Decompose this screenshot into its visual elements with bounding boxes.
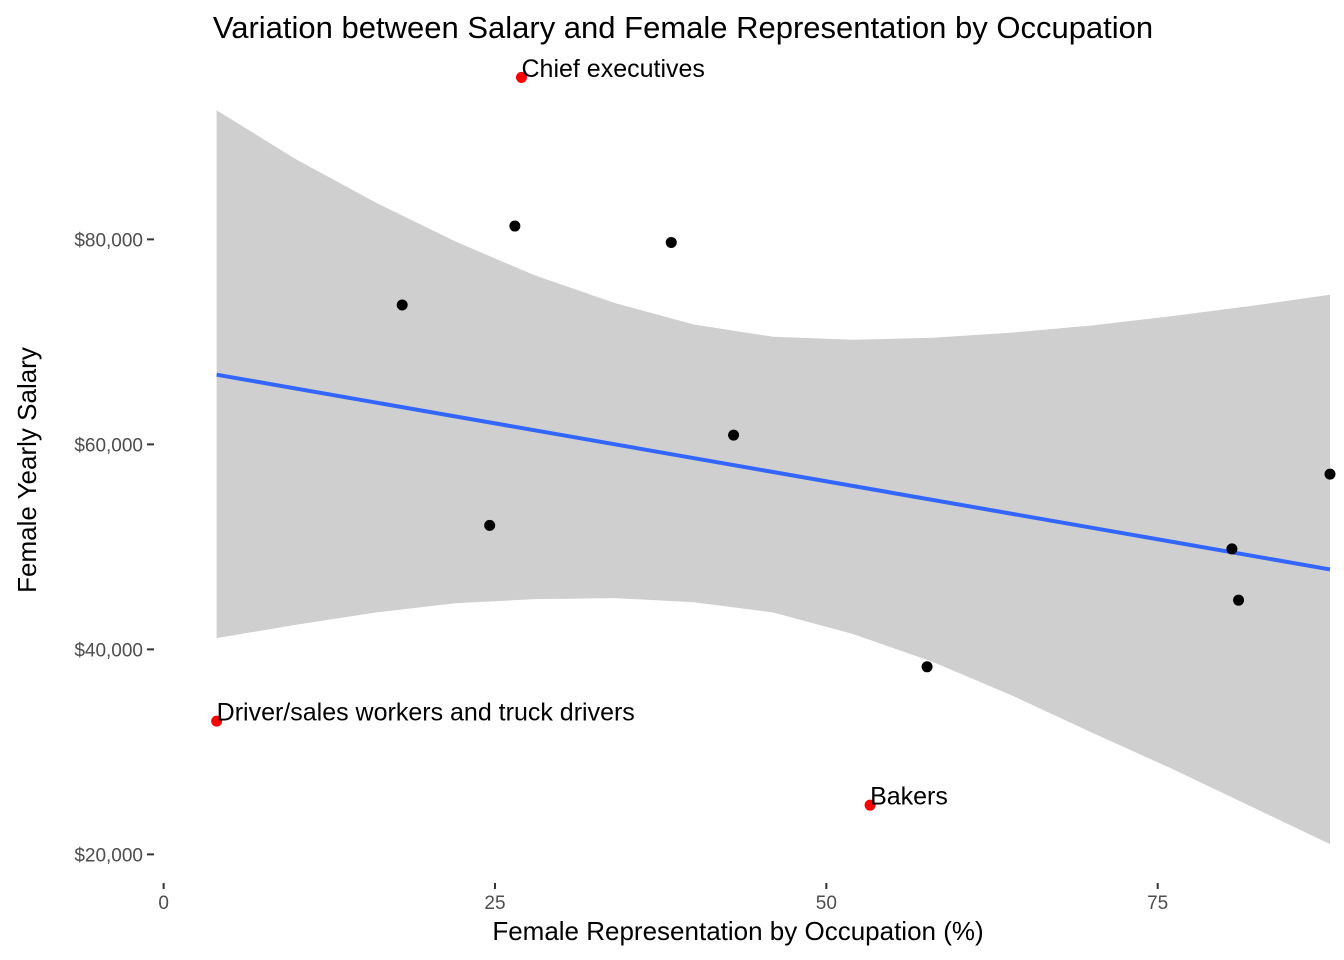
point-labels: Chief executives Driver/sales workers and… [217,55,948,811]
y-tick-label: $80,000 [74,230,143,251]
x-tick-label: 50 [816,893,837,914]
chart-title: Variation between Salary and Female Repr… [213,10,1153,45]
data-point [728,429,740,441]
point-label: Bakers [870,783,948,811]
x-axis: 0 25 50 75 [158,883,1168,914]
point-label: Driver/sales workers and truck drivers [217,699,635,727]
data-point [1226,543,1238,555]
y-axis: $20,000 $40,000 $60,000 $80,000 [74,230,154,866]
data-point [1324,468,1336,480]
data-point [484,519,496,531]
highlighted-data-point [515,71,527,83]
data-point [396,299,408,311]
confidence-band [216,110,1331,845]
x-tick-label: 0 [158,893,169,914]
highlighted-data-point [864,799,876,811]
plot-area [211,71,1336,845]
x-axis-title: Female Representation by Occupation (%) [492,916,983,946]
point-label: Chief executives [521,55,704,83]
y-tick-label: $20,000 [74,845,143,866]
x-tick-label: 75 [1147,893,1168,914]
data-point [921,661,933,673]
data-point [665,236,677,248]
data-point [1233,594,1245,606]
highlighted-data-point [211,715,223,727]
y-tick-label: $40,000 [74,640,143,661]
data-point [509,220,521,232]
y-tick-label: $60,000 [74,435,143,456]
y-axis-title: Female Yearly Salary [12,347,42,593]
trend-line [216,372,1331,572]
x-tick-label: 25 [484,893,505,914]
